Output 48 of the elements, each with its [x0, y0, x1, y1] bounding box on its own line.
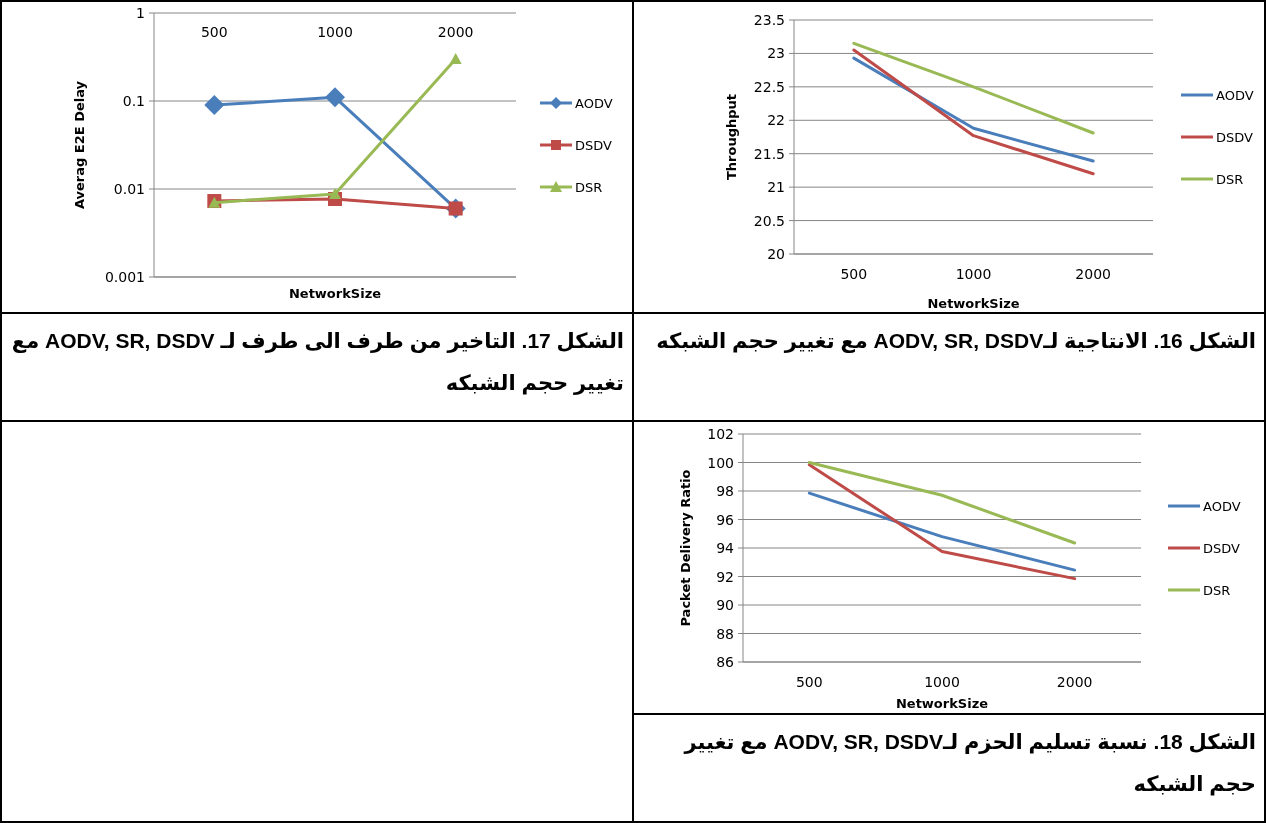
y-tick-label: 1	[136, 5, 145, 21]
x-tick-label: 2000	[1075, 266, 1111, 282]
y-axis-title: Throughput	[724, 93, 739, 181]
legend-label: DSR	[1216, 172, 1244, 187]
y-tick-label: 20.5	[753, 212, 785, 229]
legend-label: AODV	[1203, 499, 1241, 514]
y-tick-label: 0.1	[122, 93, 145, 109]
legend-label: DSR	[575, 180, 603, 195]
y-tick-label: 21.5	[753, 145, 785, 162]
y-tick-label: 23.5	[753, 12, 785, 28]
x-tick-label: 1000	[924, 674, 960, 690]
legend-label: DSDV	[1216, 130, 1254, 145]
x-tick-label: 1000	[955, 266, 992, 282]
y-tick-label: 92	[716, 568, 734, 585]
y-axis-title: Packet Delivery Ratio	[678, 469, 693, 627]
y-tick-label: 100	[707, 454, 734, 471]
text: الشكل 16. الانتاجية لـAODV, SR, DSDV مع تغيير حجم الشبكه	[655, 328, 1256, 355]
legend-label: AODV	[575, 96, 613, 111]
x-axis-title: NetworkSize	[927, 296, 1020, 311]
x-tick-label: 1000	[317, 24, 353, 40]
text: الشكل 17. التاخير من طرف الى طرف لـ AODV, SR, DSDV مع تغيير حجم الشبكه	[10, 328, 624, 397]
y-tick-label: 86	[716, 654, 735, 670]
x-axis-title: NetworkSize	[895, 696, 989, 711]
y-tick-label: 22.5	[753, 78, 785, 95]
y-tick-label: 22	[767, 112, 785, 129]
x-axis-title: NetworkSize	[288, 286, 382, 301]
x-tick-label: 500	[200, 24, 228, 40]
x-tick-label: 2000	[437, 24, 474, 40]
x-tick-label: 2000	[1056, 674, 1093, 690]
y-tick-label: 102	[707, 426, 734, 442]
y-tick-label: 90	[716, 597, 734, 613]
legend-label: DSR	[1203, 583, 1231, 598]
x-tick-label: 500	[840, 266, 868, 282]
y-tick-label: 20	[767, 246, 785, 262]
y-tick-label: 98	[716, 483, 734, 499]
legend-label: DSDV	[1203, 541, 1241, 556]
text: الشكل 18. نسبة تسليم الحزم لـAODV, SR, DSDV مع تغيير حجم الشبكه	[682, 729, 1256, 798]
y-tick-label: 0.001	[104, 269, 145, 285]
y-tick-label: 96	[716, 511, 735, 528]
legend-label: AODV	[1216, 88, 1254, 103]
y-tick-label: 94	[716, 540, 735, 556]
y-tick-label: 23	[767, 45, 785, 62]
y-axis-title: Averag E2E Delay	[72, 80, 87, 210]
x-tick-label: 500	[795, 674, 823, 690]
y-tick-label: 21	[767, 179, 785, 196]
y-tick-label: 0.01	[113, 181, 145, 197]
legend-label: DSDV	[575, 138, 613, 153]
y-tick-label: 88	[716, 625, 734, 642]
